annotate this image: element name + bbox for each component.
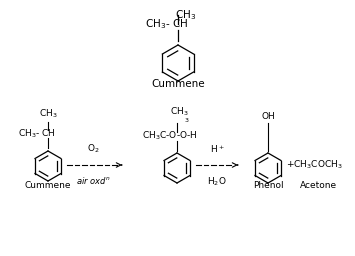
Text: CH$_3$- CH: CH$_3$- CH [18,128,56,140]
Text: CH$_3$: CH$_3$ [175,8,196,22]
Text: H$^+$: H$^+$ [210,143,224,155]
Text: CH$_3$: CH$_3$ [170,105,189,118]
Text: O$_2$: O$_2$ [87,143,99,155]
Text: air oxd$^n$: air oxd$^n$ [76,175,110,186]
Text: Acetone: Acetone [299,182,337,190]
Text: CH$_3$- CH: CH$_3$- CH [145,17,188,31]
Text: Cummene: Cummene [151,79,205,89]
Text: +CH$_3$COCH$_3$: +CH$_3$COCH$_3$ [286,159,343,171]
Text: Phenol: Phenol [253,182,283,190]
Text: CH$_3$: CH$_3$ [39,108,57,120]
Text: Cummene: Cummene [25,180,71,189]
Text: CH$_3$C-O-O-H: CH$_3$C-O-O-H [142,130,197,142]
Text: 3: 3 [185,118,189,123]
Text: H$_2$O: H$_2$O [207,175,227,187]
Text: OH: OH [261,112,275,121]
